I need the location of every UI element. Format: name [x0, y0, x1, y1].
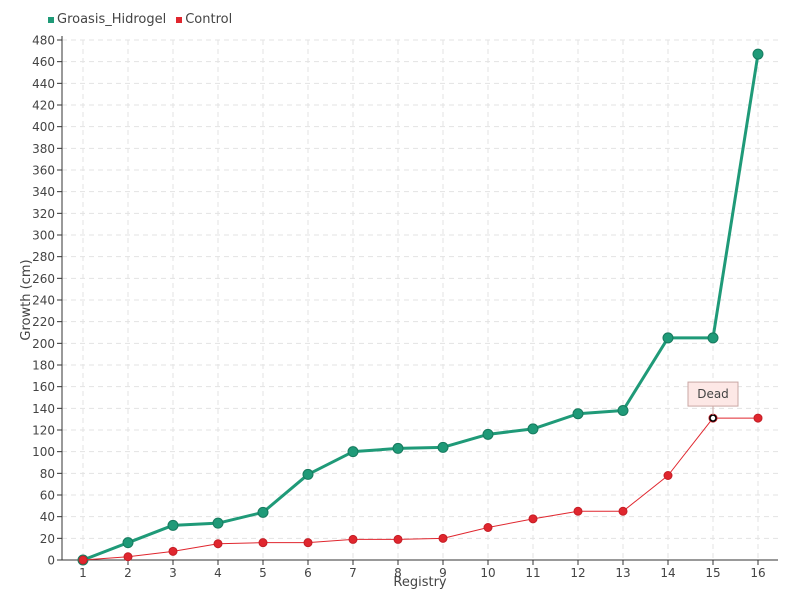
x-tick-label: 16 [750, 566, 765, 580]
y-tick-label: 280 [32, 250, 55, 264]
y-tick-label: 0 [47, 554, 55, 568]
y-tick-label: 440 [32, 77, 55, 91]
y-tick-label: 260 [32, 272, 55, 286]
data-point-control[interactable] [348, 534, 358, 544]
x-tick-label: 6 [304, 566, 312, 580]
data-point-groasis-hidrogel[interactable] [617, 405, 629, 416]
annotation-marker [709, 414, 717, 422]
y-tick-label: 20 [40, 532, 55, 546]
data-point-control[interactable] [618, 506, 628, 516]
x-axis-label: Registry [393, 575, 447, 590]
x-tick-label: 2 [124, 566, 132, 580]
data-point-control[interactable] [303, 538, 313, 548]
x-tick-label: 12 [570, 566, 585, 580]
legend: Groasis_Hidrogel Control [48, 12, 232, 27]
y-tick-label: 160 [32, 380, 55, 394]
y-tick-label: 40 [40, 510, 55, 524]
data-point-groasis-hidrogel[interactable] [752, 48, 764, 60]
x-tick-label: 15 [705, 566, 720, 580]
data-point-control[interactable] [663, 471, 673, 480]
data-point-control[interactable] [528, 514, 538, 524]
y-tick-label: 120 [32, 424, 55, 438]
data-point-groasis-hidrogel[interactable] [212, 517, 224, 529]
y-tick-label: 480 [32, 34, 55, 48]
x-tick-label: 10 [480, 566, 495, 580]
data-point-groasis-hidrogel[interactable] [482, 428, 494, 440]
legend-item-control[interactable]: Control [176, 12, 232, 27]
data-point-groasis-hidrogel[interactable] [347, 446, 359, 458]
y-tick-label: 240 [32, 294, 55, 308]
data-point-control[interactable] [258, 538, 268, 548]
data-point-control[interactable] [123, 552, 133, 562]
x-tick-label: 13 [615, 566, 630, 580]
data-point-control[interactable] [78, 555, 88, 565]
data-point-control[interactable] [168, 546, 178, 556]
y-tick-label: 360 [32, 164, 55, 178]
data-point-control[interactable] [483, 523, 493, 532]
data-point-groasis-hidrogel[interactable] [392, 442, 404, 454]
data-point-groasis-hidrogel[interactable] [302, 468, 314, 480]
data-point-groasis-hidrogel[interactable] [662, 332, 674, 344]
legend-swatch-groasis [48, 16, 54, 23]
data-point-control[interactable] [753, 413, 763, 423]
data-point-groasis-hidrogel[interactable] [122, 537, 134, 549]
x-tick-label: 5 [259, 566, 267, 580]
y-tick-label: 460 [32, 55, 55, 69]
y-tick-label: 60 [40, 489, 55, 503]
y-tick-label: 200 [32, 337, 55, 351]
series-line-1 [82, 417, 758, 561]
data-point-groasis-hidrogel[interactable] [527, 423, 539, 435]
x-tick-label: 9 [439, 566, 447, 580]
y-tick-label: 400 [32, 120, 55, 134]
data-point-control[interactable] [213, 539, 223, 549]
y-tick-label: 140 [32, 402, 55, 416]
series-line-0 [82, 53, 760, 562]
y-axis-label: Growth (cm) [19, 259, 34, 340]
data-point-groasis-hidrogel[interactable] [572, 408, 584, 420]
x-tick-label: 11 [525, 566, 540, 580]
x-tick-label: 14 [660, 566, 675, 580]
data-point-groasis-hidrogel[interactable] [257, 506, 269, 518]
y-tick-label: 300 [32, 229, 55, 243]
x-tick-label: 8 [394, 566, 402, 580]
y-tick-label: 420 [32, 99, 55, 113]
legend-item-groasis[interactable]: Groasis_Hidrogel [48, 12, 166, 27]
data-point-groasis-hidrogel[interactable] [437, 441, 449, 453]
y-tick-label: 100 [32, 445, 55, 459]
annotation-label: Dead [697, 387, 729, 401]
x-tick-label: 7 [349, 566, 357, 580]
data-point-control[interactable] [438, 533, 448, 543]
data-point-control[interactable] [573, 506, 583, 516]
y-tick-label: 320 [32, 207, 55, 221]
x-tick-label: 4 [214, 566, 222, 580]
y-tick-label: 220 [32, 315, 55, 329]
data-point-groasis-hidrogel[interactable] [167, 519, 179, 531]
x-tick-label: 3 [169, 566, 177, 580]
y-tick-label: 340 [32, 185, 55, 199]
y-tick-label: 180 [32, 359, 55, 373]
x-tick-label: 1 [79, 566, 87, 580]
legend-label-control: Control [185, 12, 233, 27]
data-point-groasis-hidrogel[interactable] [707, 332, 719, 344]
y-tick-label: 380 [32, 142, 55, 156]
data-point-control[interactable] [393, 534, 403, 544]
legend-label-groasis: Groasis_Hidrogel [57, 12, 167, 27]
legend-swatch-control [176, 16, 183, 23]
y-tick-label: 80 [40, 467, 55, 481]
